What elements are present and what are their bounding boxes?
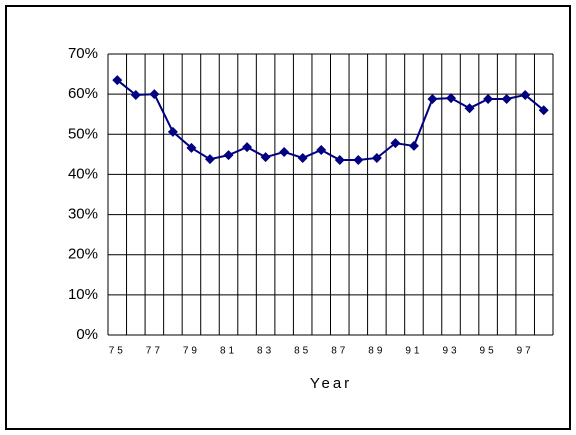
point	[149, 89, 160, 100]
y-tick-label: 40%	[68, 165, 98, 182]
point	[390, 138, 401, 149]
point	[223, 150, 234, 161]
y-tick-label: 30%	[68, 206, 98, 223]
x-tick-label: 97	[517, 346, 534, 357]
point	[279, 146, 290, 157]
y-tick-label: 20%	[68, 246, 98, 263]
x-tick-label: 83	[257, 346, 274, 357]
point	[501, 93, 512, 104]
point	[112, 75, 123, 86]
point	[464, 103, 475, 114]
x-tick-label: 95	[480, 346, 497, 357]
point	[130, 89, 141, 100]
point	[538, 105, 549, 116]
point	[260, 152, 271, 163]
x-tick-label: 75	[109, 346, 126, 357]
x-tick-label: 85	[294, 346, 311, 357]
x-tick-label: 91	[405, 346, 422, 357]
x-tick-label: 77	[146, 346, 163, 357]
point	[408, 140, 419, 151]
x-axis-title: Year	[310, 375, 352, 392]
x-tick-label: 81	[220, 346, 237, 357]
y-tick-label: 0%	[76, 326, 98, 343]
point	[427, 93, 438, 104]
point	[186, 142, 197, 153]
x-tick-label: 93	[442, 346, 459, 357]
y-tick-label: 60%	[68, 85, 98, 102]
chart-frame	[5, 5, 571, 430]
point	[371, 152, 382, 163]
point	[446, 93, 457, 104]
point	[204, 154, 215, 165]
point	[353, 154, 364, 165]
point	[334, 154, 345, 165]
y-tick-label: 10%	[68, 286, 98, 303]
point	[520, 89, 531, 100]
x-tick-label: 89	[368, 346, 385, 357]
point	[242, 142, 253, 153]
x-tick-label: 87	[331, 346, 348, 357]
point	[483, 93, 494, 104]
y-tick-label: 50%	[68, 125, 98, 142]
x-tick-label: 79	[183, 346, 200, 357]
y-tick-label: 70%	[68, 45, 98, 62]
point	[167, 126, 178, 137]
point	[297, 152, 308, 163]
point	[316, 144, 327, 155]
